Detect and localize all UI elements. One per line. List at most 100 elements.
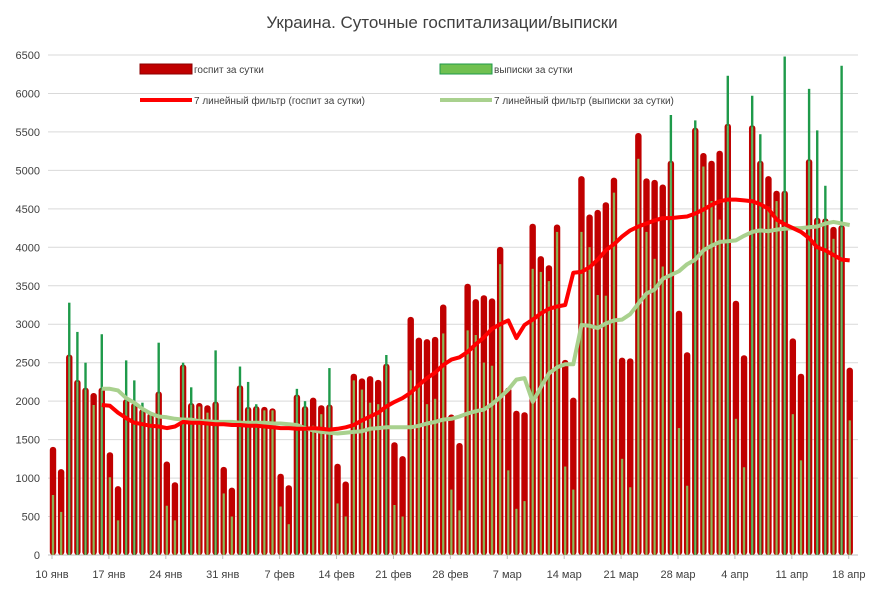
- legend: госпит за сутки выписки за сутки 7 линей…: [139, 63, 674, 107]
- bar-disch-inner: [353, 380, 355, 555]
- bar-disch-inner: [174, 520, 176, 555]
- y-tick-label: 1000: [16, 473, 40, 485]
- bar-hosp: [171, 482, 179, 555]
- y-tick-label: 5500: [16, 127, 40, 139]
- bar-hosp: [399, 456, 406, 555]
- bar-disch-inner: [515, 508, 518, 555]
- bar-disch-inner: [605, 295, 607, 555]
- y-tick-label: 2500: [16, 358, 40, 370]
- bar-disch-inner: [849, 420, 851, 555]
- bar-disch-inner: [775, 201, 778, 555]
- bar-disch-inner: [832, 238, 835, 555]
- bar-disch-inner: [597, 295, 599, 555]
- bar-disch-inner: [491, 365, 493, 555]
- bar-hosp: [521, 412, 528, 555]
- bar-disch-inner: [727, 125, 729, 556]
- bar-disch-inner: [223, 493, 225, 555]
- x-tick-label: 28 мар: [660, 569, 695, 581]
- bar-disch-inner: [840, 227, 843, 556]
- bar-disch-inner: [743, 467, 745, 555]
- x-tick-label: 11 апр: [775, 569, 808, 581]
- bar-disch-inner: [304, 408, 306, 555]
- bar-hosp: [618, 357, 626, 555]
- bar-disch-inner: [588, 247, 591, 556]
- line-hosp-ma: [101, 197, 850, 432]
- y-tick-label: 3000: [16, 319, 40, 331]
- bar-disch-inner: [377, 404, 379, 555]
- bar-hosp: [570, 397, 577, 555]
- x-tick-label: 7 мар: [493, 569, 522, 581]
- bar-disch-inner: [157, 393, 160, 555]
- bar-disch-inner: [718, 219, 721, 555]
- bar-hosp: [285, 485, 292, 555]
- bar-disch-inner: [531, 268, 534, 555]
- y-tick-label: 500: [22, 512, 40, 524]
- bar-disch-inner: [556, 231, 558, 555]
- x-tick-label: 18 апр: [832, 569, 865, 581]
- bar-disch-inner: [271, 410, 274, 555]
- bar-hosp: [561, 359, 569, 555]
- bar-disch-inner: [824, 220, 827, 555]
- y-tick-label: 6500: [16, 50, 40, 62]
- x-tick-label: 17 янв: [92, 569, 125, 581]
- bar-disch-inner: [133, 405, 135, 555]
- bar-disch-inner: [361, 389, 363, 555]
- bar-disch-inner: [393, 505, 396, 555]
- bar-disch-inner: [507, 470, 509, 555]
- bar-disch-inner: [214, 403, 217, 555]
- bar-disch-inner: [328, 406, 331, 555]
- bar-disch-inner: [694, 129, 696, 555]
- bar-disch-inner: [84, 389, 87, 555]
- bar-disch-inner: [418, 384, 420, 555]
- bar-disch-inner: [686, 485, 688, 555]
- y-tick-label: 1500: [16, 435, 40, 447]
- bar-disch-inner: [239, 387, 241, 555]
- legend-swatch-disch: [439, 63, 493, 75]
- bar-disch-inner: [662, 266, 664, 555]
- bar-disch-inner: [60, 511, 62, 555]
- chart-title: Украина. Суточные госпитализации/выписки: [266, 13, 617, 32]
- line-disch-ma: [101, 219, 851, 436]
- x-tick-label: 24 янв: [149, 569, 182, 581]
- bar-disch-inner: [231, 516, 233, 555]
- bar-disch-inner: [645, 231, 648, 555]
- bar-disch-inner: [499, 264, 501, 555]
- bar-disch-inner: [564, 466, 566, 555]
- bar-disch-inner: [751, 127, 753, 556]
- bar-disch-inner: [800, 460, 802, 555]
- bar-disch-inner: [255, 408, 257, 555]
- bar-disch-inner: [767, 206, 770, 556]
- bar-disch-inner: [759, 162, 762, 555]
- bar-hosp: [456, 443, 463, 555]
- bar-disch-inner: [125, 401, 127, 555]
- y-tick-label: 4500: [16, 204, 40, 216]
- y-tick-label: 6000: [16, 88, 40, 100]
- legend-label-disch-ma: 7 линейный фильтр (выписки за сутки): [494, 95, 674, 107]
- bar-disch-inner: [206, 412, 209, 555]
- legend-swatch-hosp: [139, 63, 193, 75]
- bar-disch-inner: [678, 428, 680, 555]
- x-tick-label: 21 мар: [604, 569, 639, 581]
- bar-disch-inner: [288, 524, 290, 555]
- x-tick-label: 14 фев: [318, 569, 354, 581]
- bar-disch-inner: [523, 501, 526, 555]
- bar-disch-inner: [572, 489, 575, 555]
- y-tick-label: 5000: [16, 165, 40, 177]
- bar-disch-inner: [450, 489, 453, 555]
- bar-disch-inner: [637, 158, 640, 555]
- bar-disch-inner: [735, 418, 737, 555]
- bar-disch-inner: [808, 161, 810, 555]
- bar-disch-inner: [548, 281, 550, 555]
- y-tick-label: 0: [34, 550, 40, 562]
- x-tick-label: 21 фев: [375, 569, 411, 581]
- bar-hosp: [513, 410, 520, 555]
- bar-hosp: [448, 414, 455, 555]
- bar-disch-inner: [344, 516, 347, 555]
- bar-disch-inner: [401, 516, 404, 555]
- bar-disch-inner: [312, 425, 314, 555]
- bar-disch-inner: [247, 408, 249, 555]
- bars: [49, 56, 853, 556]
- bar-disch-inner: [629, 487, 631, 555]
- bar-disch-inner: [784, 192, 786, 555]
